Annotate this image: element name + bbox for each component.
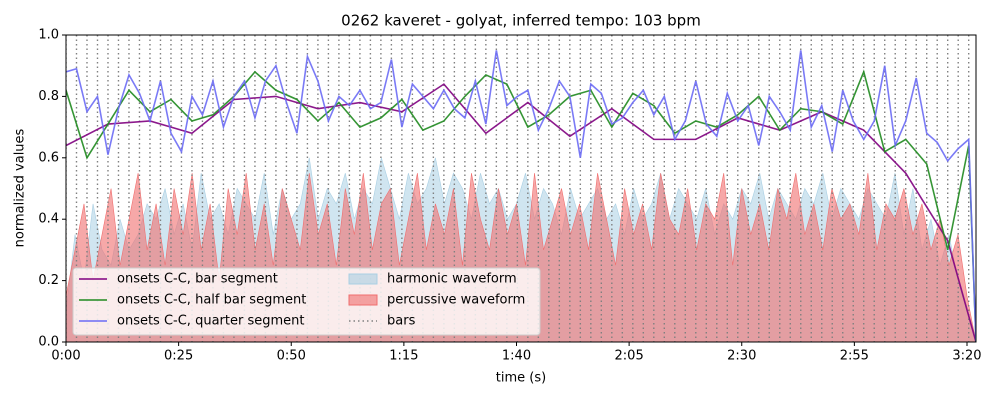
- y-tick-label: 0.6: [38, 150, 59, 165]
- axes: 0:00 0:25 0:50 1:15 1:40 2:05 2:30 2:55 3:20 0.0 0…: [38, 28, 981, 364]
- y-tick-label: 0.4: [38, 212, 59, 227]
- legend-label: percussive waveform: [387, 293, 525, 308]
- legend-label: onsets C-C, half bar segment: [117, 293, 306, 308]
- x-axis-label: time (s): [496, 371, 546, 386]
- x-tick-label: 1:40: [502, 349, 531, 364]
- legend-box: [72, 267, 541, 336]
- legend-swatch: [348, 273, 378, 285]
- legend-swatch: [348, 294, 378, 306]
- series-line: [66, 50, 976, 342]
- x-tick-label: 1:15: [389, 349, 418, 364]
- x-tick-label: 2:30: [727, 349, 756, 364]
- x-tick-label: 2:55: [840, 349, 869, 364]
- x-tick-label: 0:50: [277, 349, 306, 364]
- y-axis-label: normalized values: [13, 128, 28, 247]
- y-tick-label: 0.2: [38, 273, 59, 288]
- y-tick-label: 0.8: [38, 89, 59, 104]
- legend: onsets C-C, bar segment onsets C-C, half …: [72, 267, 541, 336]
- y-tick-label: 0.0: [38, 335, 59, 350]
- y-tick-label: 1.0: [38, 28, 59, 43]
- x-tick-label: 0:25: [164, 349, 193, 364]
- x-tick-label: 2:05: [615, 349, 644, 364]
- x-tick-label: 3:20: [952, 349, 981, 364]
- legend-label: harmonic waveform: [387, 272, 517, 287]
- x-tick-label: 0:00: [51, 349, 80, 364]
- axes-frame: [65, 34, 977, 343]
- chart-title: 0262 kaveret - golyat, inferred tempo: 1…: [341, 12, 701, 30]
- legend-label: onsets C-C, bar segment: [117, 272, 278, 287]
- legend-label: bars: [387, 314, 416, 329]
- legend-label: onsets C-C, quarter segment: [117, 314, 304, 329]
